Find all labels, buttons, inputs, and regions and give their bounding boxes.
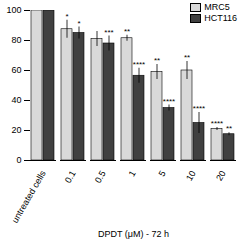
svg-text:****: ****	[163, 97, 175, 106]
svg-text:20: 20	[214, 169, 228, 183]
svg-text:0: 0	[16, 155, 21, 165]
svg-text:****: ****	[211, 119, 223, 128]
svg-text:**: **	[226, 124, 232, 133]
svg-text:***: ***	[104, 28, 113, 37]
svg-text:DPDT (μM) - 72 h: DPDT (μM) - 72 h	[98, 229, 169, 239]
html-text:HCT116: HCT116	[204, 13, 237, 23]
svg-text:5: 5	[157, 169, 168, 178]
svg-text:100: 100	[6, 5, 21, 15]
svg-text:10: 10	[184, 169, 198, 183]
svg-text:0.5: 0.5	[93, 169, 108, 185]
svg-text:60: 60	[11, 65, 21, 75]
svg-text:****: ****	[133, 60, 145, 69]
svg-text:80: 80	[11, 35, 21, 45]
svg-text:1: 1	[127, 169, 138, 178]
svg-text:20: 20	[11, 125, 21, 135]
svg-text:40: 40	[11, 95, 21, 105]
svg-text:**: **	[124, 27, 130, 36]
html-text:MRC5: MRC5	[204, 2, 230, 12]
svg-text:*: *	[65, 12, 68, 21]
svg-text:****: ****	[193, 104, 205, 113]
svg-text:*: *	[77, 19, 80, 28]
svg-text:untreated cells: untreated cells	[10, 169, 48, 225]
svg-text:**: **	[184, 53, 190, 62]
svg-text:0.1: 0.1	[63, 169, 78, 185]
svg-text:**: **	[154, 56, 160, 65]
